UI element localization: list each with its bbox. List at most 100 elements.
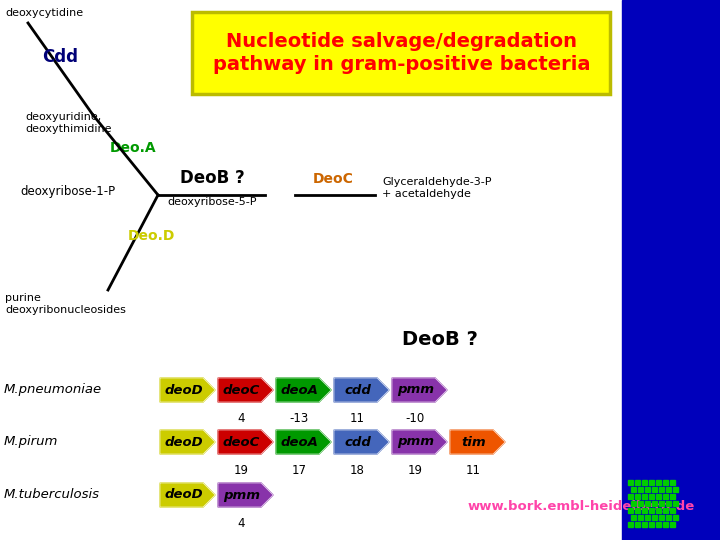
Text: deoxyribose-5-P: deoxyribose-5-P: [167, 197, 257, 207]
Bar: [670, 522, 675, 527]
Text: deoxycytidine: deoxycytidine: [5, 8, 83, 18]
Bar: [673, 501, 678, 506]
Bar: [649, 480, 654, 485]
Bar: [663, 494, 668, 499]
Bar: [656, 494, 661, 499]
Text: Glyceraldehyde-3-P
+ acetaldehyde: Glyceraldehyde-3-P + acetaldehyde: [382, 177, 492, 199]
Bar: [642, 522, 647, 527]
Bar: [659, 487, 664, 492]
Polygon shape: [218, 483, 273, 507]
Text: cdd: cdd: [344, 383, 371, 396]
Text: Cdd: Cdd: [42, 48, 78, 66]
Polygon shape: [392, 430, 447, 454]
Bar: [638, 487, 643, 492]
Text: 4: 4: [238, 517, 246, 530]
Bar: [659, 501, 664, 506]
Text: www.bork.embl-heidelberg.de: www.bork.embl-heidelberg.de: [468, 500, 696, 513]
Text: 11: 11: [466, 464, 481, 477]
Polygon shape: [160, 378, 215, 402]
Text: purine
deoxyribonucleosides: purine deoxyribonucleosides: [5, 293, 126, 315]
Bar: [649, 522, 654, 527]
Bar: [659, 515, 664, 520]
Bar: [670, 480, 675, 485]
Bar: [656, 522, 661, 527]
Bar: [631, 501, 636, 506]
Text: DeoC: DeoC: [312, 172, 354, 186]
Text: deoD: deoD: [164, 489, 203, 502]
Bar: [642, 494, 647, 499]
Text: deoD: deoD: [164, 383, 203, 396]
Bar: [642, 508, 647, 513]
Text: 19: 19: [408, 464, 423, 477]
Text: DeoB ?: DeoB ?: [402, 330, 478, 349]
FancyBboxPatch shape: [192, 12, 610, 94]
Text: deoxyribose-1-P: deoxyribose-1-P: [20, 186, 115, 199]
Text: M.pneumoniae: M.pneumoniae: [4, 383, 102, 396]
Text: pmm: pmm: [397, 435, 434, 449]
Bar: [628, 494, 633, 499]
Polygon shape: [450, 430, 505, 454]
Bar: [635, 508, 640, 513]
Bar: [635, 480, 640, 485]
Bar: [622, 0, 720, 540]
Bar: [628, 522, 633, 527]
Text: Nucleotide salvage/degradation
pathway in gram-positive bacteria: Nucleotide salvage/degradation pathway i…: [213, 32, 590, 74]
Bar: [642, 480, 647, 485]
Bar: [666, 487, 671, 492]
Text: deoC: deoC: [222, 435, 260, 449]
Text: 18: 18: [350, 464, 365, 477]
Bar: [663, 480, 668, 485]
Polygon shape: [218, 378, 273, 402]
Bar: [652, 501, 657, 506]
Text: tim: tim: [462, 435, 486, 449]
Bar: [656, 480, 661, 485]
Polygon shape: [218, 430, 273, 454]
Bar: [666, 515, 671, 520]
Bar: [673, 515, 678, 520]
Polygon shape: [276, 430, 331, 454]
Bar: [645, 501, 650, 506]
Text: 19: 19: [234, 464, 249, 477]
Bar: [649, 508, 654, 513]
Text: 4: 4: [238, 412, 246, 425]
Bar: [645, 487, 650, 492]
Polygon shape: [276, 378, 331, 402]
Text: deoA: deoA: [281, 435, 318, 449]
Bar: [670, 494, 675, 499]
Bar: [628, 508, 633, 513]
Bar: [666, 501, 671, 506]
Polygon shape: [160, 483, 215, 507]
Bar: [635, 494, 640, 499]
Bar: [663, 522, 668, 527]
Bar: [638, 515, 643, 520]
Text: deoD: deoD: [164, 435, 203, 449]
Bar: [635, 522, 640, 527]
Text: 17: 17: [292, 464, 307, 477]
Polygon shape: [334, 430, 389, 454]
Bar: [673, 487, 678, 492]
Bar: [628, 480, 633, 485]
Bar: [645, 515, 650, 520]
Text: pmm: pmm: [397, 383, 434, 396]
Text: DeoB ?: DeoB ?: [179, 169, 244, 187]
Bar: [656, 508, 661, 513]
Text: Deo.D: Deo.D: [128, 229, 176, 243]
Text: cdd: cdd: [344, 435, 371, 449]
Text: deoC: deoC: [222, 383, 260, 396]
Bar: [631, 515, 636, 520]
Text: 11: 11: [350, 412, 365, 425]
Text: -13: -13: [290, 412, 309, 425]
Bar: [663, 508, 668, 513]
Text: Deo.A: Deo.A: [110, 141, 157, 155]
Text: M.pirum: M.pirum: [4, 435, 58, 449]
Text: deoA: deoA: [281, 383, 318, 396]
Text: deoxyuridine,
deoxythimidine: deoxyuridine, deoxythimidine: [25, 112, 112, 133]
Polygon shape: [160, 430, 215, 454]
Bar: [652, 515, 657, 520]
Text: M.tuberculosis: M.tuberculosis: [4, 489, 100, 502]
Bar: [649, 494, 654, 499]
Bar: [652, 487, 657, 492]
Bar: [638, 501, 643, 506]
Polygon shape: [334, 378, 389, 402]
Bar: [631, 487, 636, 492]
